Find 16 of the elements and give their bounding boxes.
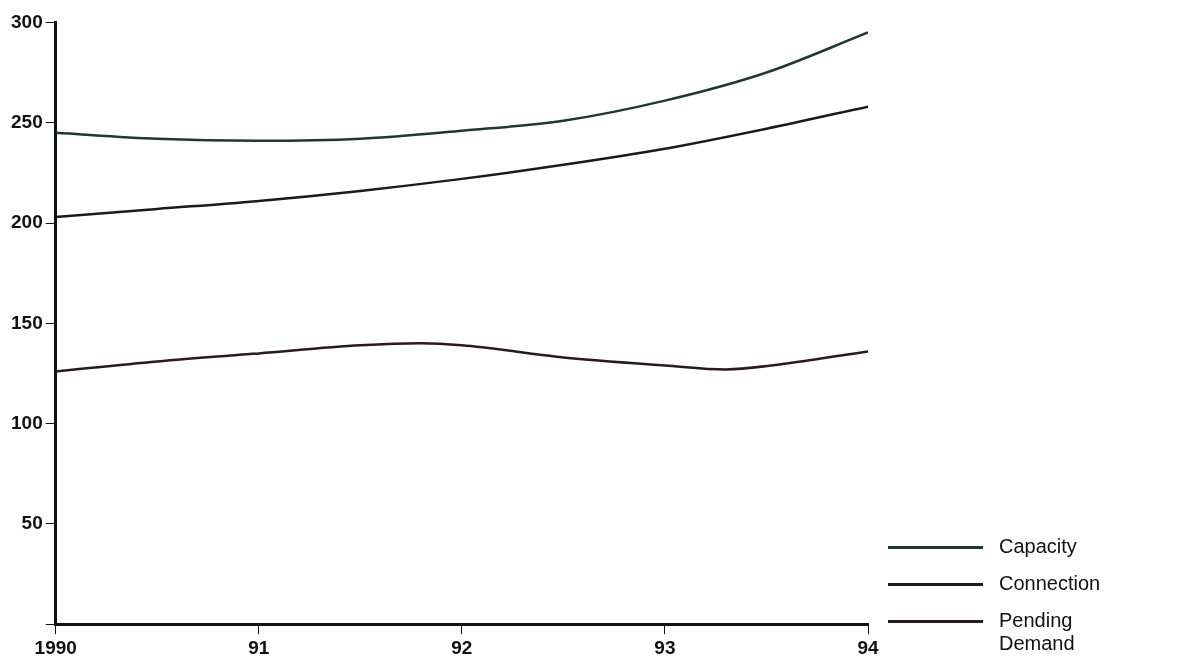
x-tick-label: 1990 xyxy=(34,636,77,658)
y-tick-label: 100 xyxy=(11,411,43,433)
x-tick-label: 94 xyxy=(857,636,879,658)
y-tick-label: 300 xyxy=(11,10,43,32)
line-series xyxy=(55,342,868,373)
y-tick-label: 150 xyxy=(11,311,43,333)
x-tick-label: 93 xyxy=(654,636,676,658)
line-series xyxy=(55,31,868,142)
x-tick-label: 91 xyxy=(248,636,270,658)
x-tick-label: 92 xyxy=(451,636,473,658)
y-tick-label: 200 xyxy=(11,211,43,233)
y-tick-label: 250 xyxy=(11,110,43,132)
legend-label: Connection xyxy=(999,572,1102,595)
y-tick-label: 50 xyxy=(21,512,43,534)
legend-label: Capacity xyxy=(999,535,1078,558)
legend-label: Pending Demand xyxy=(999,609,1076,655)
